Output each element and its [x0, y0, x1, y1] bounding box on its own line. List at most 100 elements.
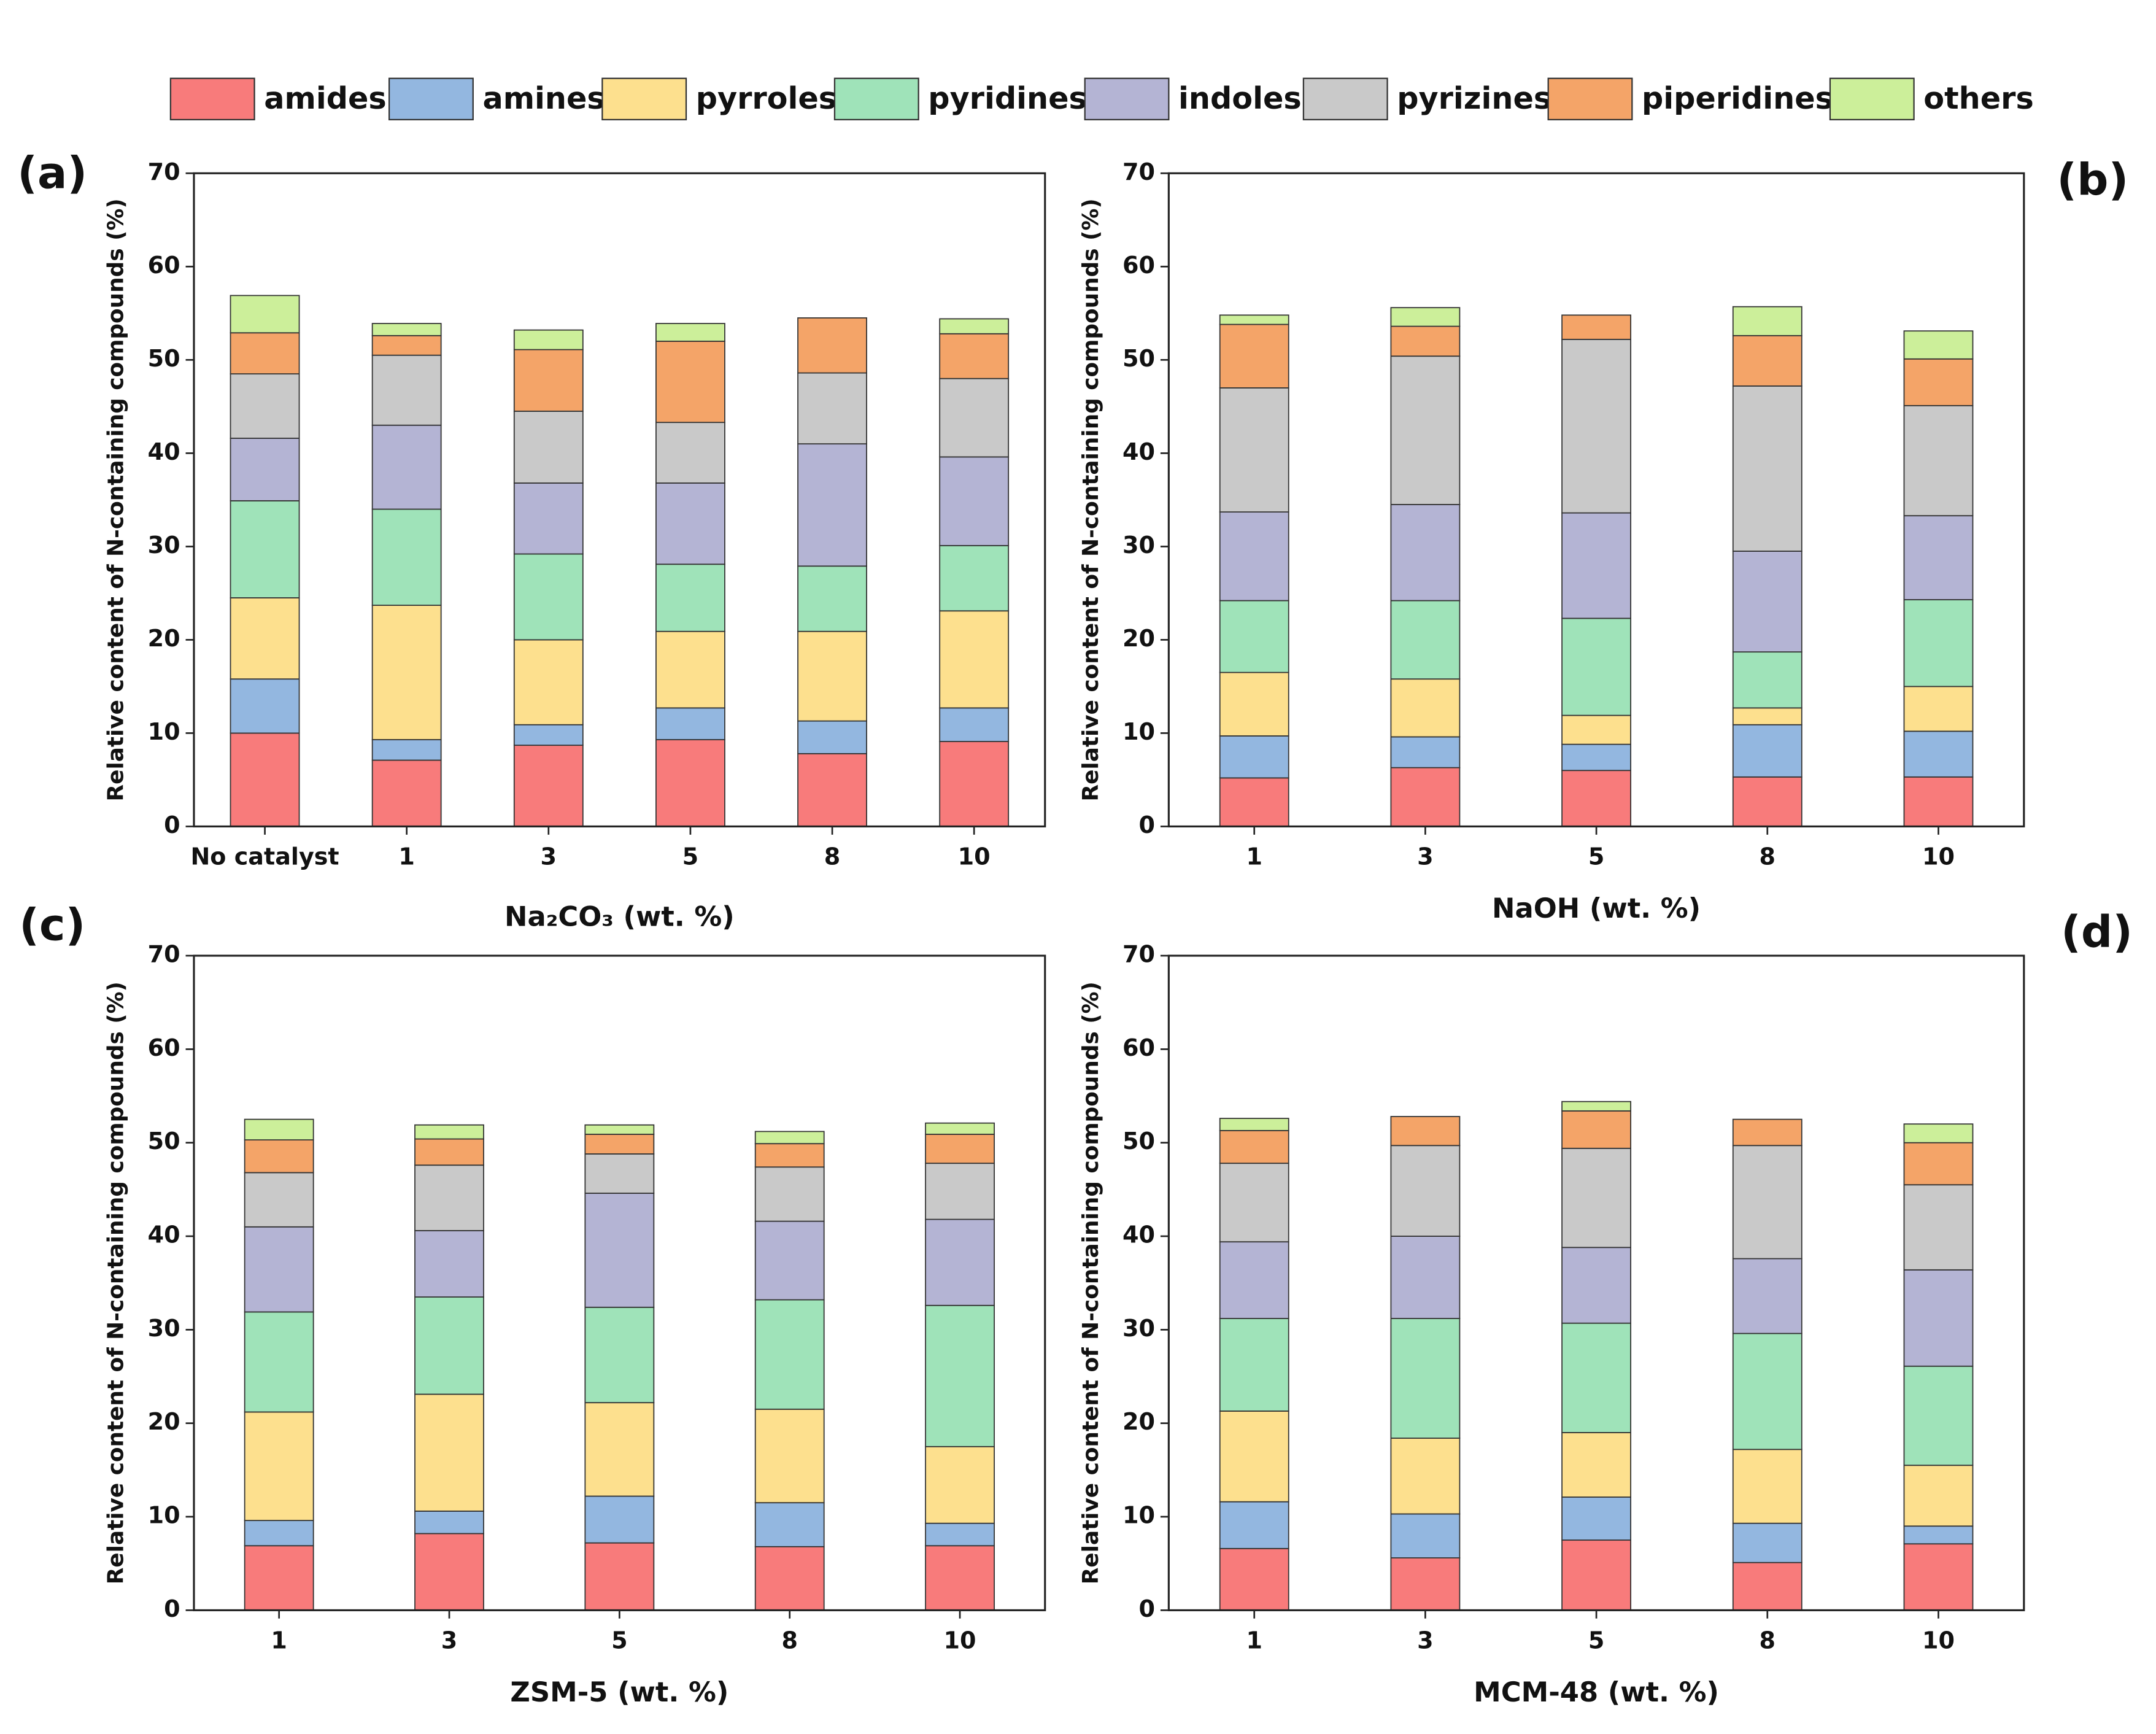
y-tick-label: 70	[1122, 940, 1155, 967]
bar-segment	[414, 1296, 484, 1395]
bar-segment	[230, 678, 300, 734]
bar-segment	[1561, 770, 1631, 827]
y-tick-label: 70	[1122, 158, 1155, 185]
bar-segment	[925, 1522, 995, 1547]
bar-segment	[1561, 743, 1631, 772]
bar-segment	[513, 411, 584, 484]
bar-segment	[584, 1153, 655, 1194]
bar-segment	[414, 1164, 484, 1231]
x-tick-label: 1	[271, 1627, 287, 1654]
bar-segment	[371, 424, 442, 510]
bar-segment	[1732, 335, 1802, 387]
bar-segment	[1732, 1449, 1802, 1524]
bar-segment	[513, 745, 584, 827]
bar-segment	[1903, 686, 1974, 732]
x-tick-label: 5	[1588, 843, 1605, 870]
bar-segment	[1561, 1322, 1631, 1433]
bar-segment	[797, 565, 867, 632]
bar-segment	[371, 335, 442, 356]
y-axis-title: Relative content of N-containing compoun…	[104, 198, 129, 801]
bar-segment	[513, 349, 584, 412]
bar-segment	[1561, 1247, 1631, 1324]
bar-segment	[655, 323, 725, 342]
bar-segment	[371, 508, 442, 606]
x-tick-label: 10	[958, 843, 991, 870]
bar-segment	[1390, 1513, 1461, 1558]
bar-segment	[1561, 617, 1631, 716]
bar-segment	[414, 1510, 484, 1535]
y-tick-label: 20	[1122, 625, 1155, 652]
x-tick-label: 10	[1922, 843, 1955, 870]
bar-segment	[414, 1124, 484, 1140]
bar-segment	[513, 553, 584, 641]
bar-segment	[939, 544, 1010, 612]
legend-label: indoles	[1178, 80, 1302, 116]
bar-segment	[244, 1545, 314, 1611]
bar-segment	[1390, 1557, 1461, 1611]
y-tick-label: 20	[148, 1408, 180, 1435]
bar-segment	[925, 1122, 995, 1135]
bar-segment	[1561, 1101, 1631, 1112]
bar-segment	[939, 318, 1010, 335]
bar-segment	[1732, 651, 1802, 709]
bar-segment	[230, 373, 300, 439]
bar-segment	[1390, 307, 1461, 327]
bar-segment	[1561, 1496, 1631, 1541]
bar-segment	[939, 741, 1010, 827]
y-tick-label: 10	[148, 1502, 180, 1529]
y-tick-label: 50	[148, 1128, 180, 1155]
bar-segment	[1219, 600, 1289, 673]
bar-segment	[1732, 707, 1802, 726]
y-tick-label: 40	[148, 438, 180, 465]
x-tick-label: 8	[781, 1627, 798, 1654]
bar-segment	[1903, 404, 1974, 517]
bar-segment	[925, 1134, 995, 1164]
bar-segment	[939, 707, 1010, 742]
bar-segment	[655, 482, 725, 565]
y-tick-label: 0	[164, 811, 180, 838]
bar-segment	[371, 739, 442, 761]
bar-segment	[1561, 512, 1631, 619]
bar-segment	[1390, 1116, 1461, 1147]
bar-segment	[754, 1131, 825, 1145]
bar-segment	[1561, 314, 1631, 340]
bar-segment	[1903, 730, 1974, 778]
y-tick-label: 60	[1122, 1034, 1155, 1061]
legend-swatch	[1302, 77, 1388, 121]
bar-segment	[797, 753, 867, 827]
bar-segment	[1903, 776, 1974, 827]
bar-segment	[1390, 355, 1461, 505]
y-tick-label: 30	[148, 532, 180, 559]
legend-label: piperidines	[1642, 80, 1833, 116]
bar-segment	[371, 759, 442, 827]
legend-label: pyrroles	[696, 80, 837, 116]
bar-segment	[371, 354, 442, 426]
x-tick-label: 3	[1417, 1627, 1434, 1654]
bar-segment	[925, 1304, 995, 1447]
bar-segment	[1903, 330, 1974, 360]
bar-segment	[1219, 1318, 1289, 1412]
bar-segment	[1219, 1129, 1289, 1164]
plot-frame	[193, 172, 1046, 827]
bar-segment	[513, 329, 584, 350]
y-tick-label: 40	[1122, 438, 1155, 465]
bar-segment	[1219, 1501, 1289, 1549]
legend-swatch	[1084, 77, 1170, 121]
bar-segment	[655, 422, 725, 484]
y-tick-label: 20	[1122, 1408, 1155, 1435]
bar-segment	[1390, 736, 1461, 768]
bar-segment	[1561, 1147, 1631, 1248]
y-tick-label: 10	[148, 718, 180, 745]
bar-segment	[1903, 358, 1974, 406]
x-tick-label: No catalyst	[190, 843, 339, 870]
x-tick-label: 3	[1417, 843, 1434, 870]
bar-segment	[1561, 1539, 1631, 1611]
bar-segment	[513, 724, 584, 746]
x-axis-title: MCM-48 (wt. %)	[1474, 1676, 1719, 1708]
bar-segment	[1390, 1145, 1461, 1237]
bar-segment	[244, 1311, 314, 1413]
legend-swatch	[169, 77, 255, 121]
bar-segment	[1903, 1543, 1974, 1611]
y-tick-label: 10	[1122, 1502, 1155, 1529]
x-tick-label: 8	[1760, 843, 1776, 870]
